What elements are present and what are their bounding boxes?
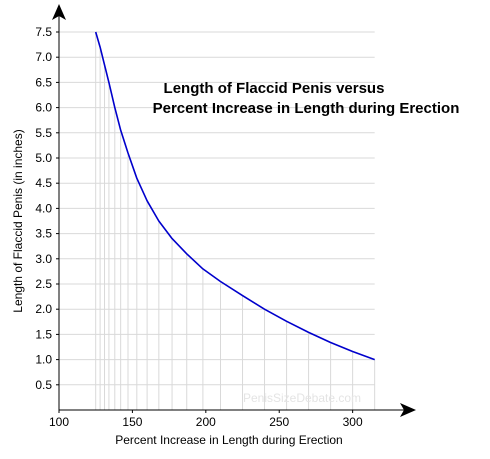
y-tick-label: 7.0	[35, 50, 52, 64]
y-tick-label: 3.5	[35, 227, 52, 241]
x-axis-title: Percent Increase in Length during Erecti…	[115, 433, 342, 447]
x-tick-label: 300	[343, 415, 363, 429]
chart-title: Length of Flaccid Penis versus	[164, 80, 385, 97]
series-layer	[94, 31, 375, 361]
y-tick-label: 6.0	[35, 101, 52, 115]
watermark-layer: PenisSizeDebate.com	[243, 391, 361, 405]
y-tick-label: 3.0	[35, 252, 52, 266]
y-tick-label: 5.5	[35, 126, 52, 140]
x-tick-label: 250	[269, 415, 289, 429]
y-tick-label: 7.5	[35, 25, 52, 39]
axes	[52, 4, 416, 417]
series-line	[94, 31, 375, 361]
grid	[59, 31, 376, 410]
y-tick-label: 0.5	[35, 378, 52, 392]
watermark: PenisSizeDebate.com	[243, 391, 361, 405]
y-tick-label: 2.0	[35, 302, 52, 316]
y-tick-label: 1.0	[35, 353, 52, 367]
x-tick-label: 100	[49, 415, 69, 429]
x-axis-arrow	[400, 403, 416, 417]
y-axis-title: Length of Flaccid Penis (in inches)	[11, 129, 25, 312]
y-tick-label: 6.5	[35, 75, 52, 89]
y-tick-label: 1.5	[35, 327, 52, 341]
tick-labels: 0.5 1.0 1.5 2.0 2.5 3.0 3.5 4.0 4.5 5.0 5.5 6.0 6.5 7…	[35, 25, 363, 429]
x-tick-label: 200	[196, 415, 216, 429]
y-tick-label: 5.0	[35, 151, 52, 165]
y-tick-label: 2.5	[35, 277, 52, 291]
titles: Length of Flaccid Penis versus Percent I…	[11, 80, 459, 447]
y-axis-arrow	[52, 4, 66, 20]
y-tick-label: 4.0	[35, 201, 52, 215]
y-tick-label: 4.5	[35, 176, 52, 190]
x-tick-label: 150	[122, 415, 142, 429]
chart-subtitle: Percent Increase in Length during Erecti…	[153, 100, 460, 117]
